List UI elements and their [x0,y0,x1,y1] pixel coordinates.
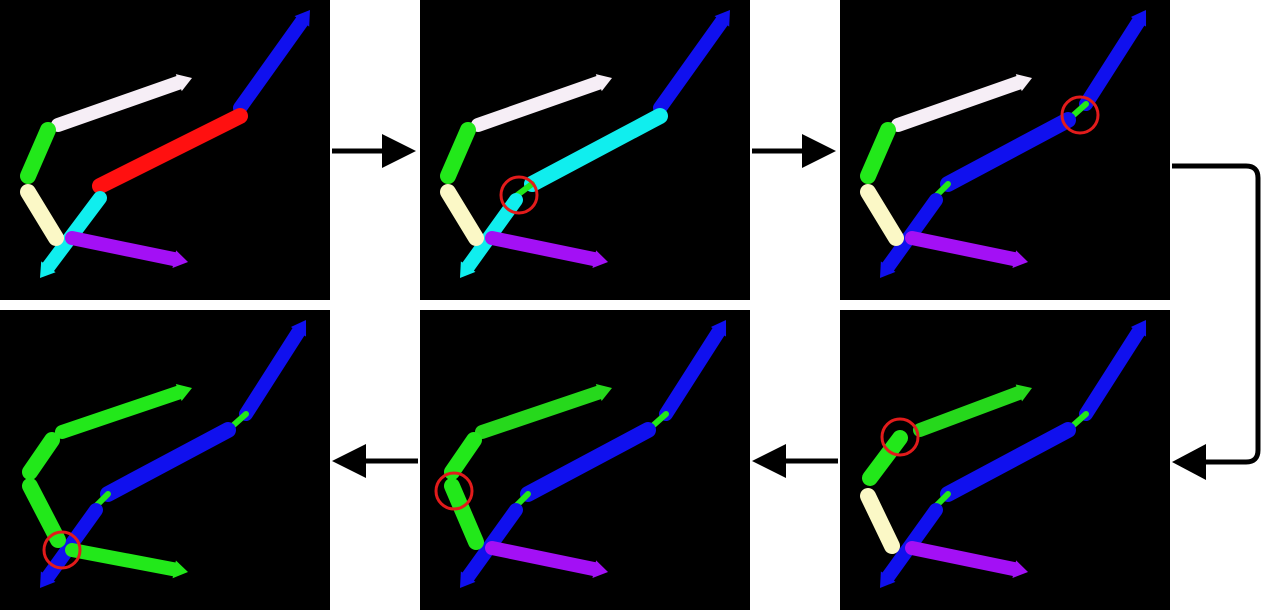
step-6-segment-6 [55,383,192,439]
step-4-segment-9 [905,541,1028,578]
step-5-highlight-circle [434,471,474,511]
step-1-segment-1 [233,10,310,115]
panel-step-6 [0,310,330,610]
step-6-segment-9 [65,543,188,579]
arrow-5-to-6 [332,444,418,478]
step-5-segment-6 [475,383,612,439]
panel-step-2-canvas [440,10,730,278]
panel-step-3-canvas [860,10,1147,278]
step-1-segment-7 [65,231,188,268]
panel-step-1-canvas [20,10,310,278]
step-5-segment-7 [444,432,482,480]
step-1-segment-2 [92,108,248,194]
step-3-segment-1 [1079,10,1147,111]
step-6-segment-3 [100,422,236,502]
step-3-segment-9 [905,231,1028,268]
step-2-segment-5 [471,74,612,132]
step-4-segment-1 [1079,320,1147,421]
panel-step-5-canvas [434,320,727,588]
step-1-segment-5 [20,122,56,184]
panel-step-1 [0,0,330,300]
step-2-segment-2 [524,108,668,192]
panel-step-4 [840,310,1170,610]
step-1-segment-6 [20,184,64,246]
step-6-segment-7 [22,432,60,480]
panel-step-3 [840,0,1170,300]
step-3-segment-3 [940,112,1076,192]
step-4-segment-7 [862,430,908,486]
step-4-highlight-circle [880,417,920,457]
step-2-segment-1 [653,10,730,115]
step-3-segment-6 [891,74,1032,132]
step-5-segment-1 [659,320,727,421]
step-3-segment-7 [860,122,896,184]
step-5-segment-3 [520,422,656,502]
step-4-segment-6 [913,384,1032,437]
step-4-segment-3 [940,422,1076,502]
step-3-segment-8 [860,184,904,246]
step-6-segment-1 [239,320,307,421]
step-2-segment-6 [440,122,476,184]
arrow-1-to-2 [332,134,416,168]
arrow-4-to-5 [752,444,838,478]
step-6-segment-8 [22,478,66,548]
step-3-highlight-circle [1060,95,1100,135]
panel-step-5 [420,310,750,610]
panel-step-2 [420,0,750,300]
panel-step-6-canvas [22,320,307,588]
step-5-segment-8 [444,478,484,550]
arrow-3-to-4 [1172,163,1261,480]
step-2-segment-7 [440,184,484,246]
arrow-2-to-3 [752,134,836,168]
step-6-highlight-circle [42,530,82,570]
step-1-segment-4 [51,74,192,132]
step-2-highlight-circle [499,175,539,215]
panel-step-4-canvas [860,320,1147,588]
step-2-segment-8 [485,231,608,268]
step-4-segment-8 [860,488,900,554]
step-5-segment-9 [485,541,608,578]
